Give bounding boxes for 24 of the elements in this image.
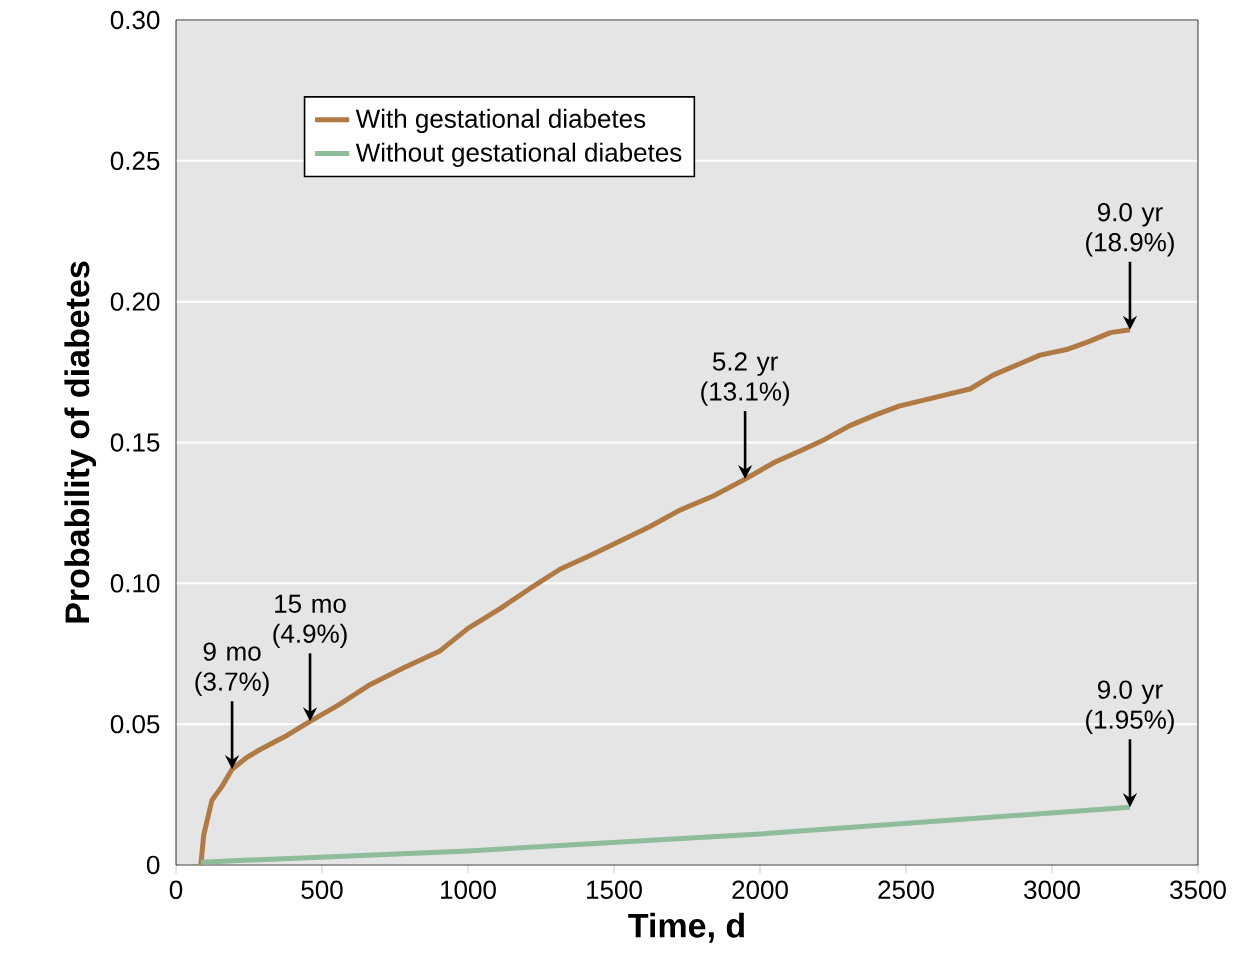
x-tick-label: 1500	[587, 880, 642, 899]
y-tick-label: 0.20	[110, 292, 160, 311]
x-axis-title: Time, d	[628, 912, 744, 943]
y-tick-label: 0.05	[110, 714, 160, 734]
y-tick-label: 0.30	[110, 10, 160, 30]
y-axis-title: Probability of diabetes	[64, 261, 97, 623]
x-tick-label: 1000	[441, 880, 496, 899]
legend-label: With gestational diabetes	[355, 108, 646, 134]
y-tick-label: 0	[146, 855, 160, 875]
legend-label: Without gestational diabetes	[355, 142, 682, 167]
x-tick-label: 500	[301, 880, 343, 899]
x-tick-label: 3000	[1024, 880, 1080, 899]
x-tick-label: 2500	[878, 880, 934, 899]
x-tick-label: 0	[169, 880, 183, 899]
annotation: 9.0 yr (18.9%)	[1086, 202, 1174, 257]
x-tick-label: 2000	[732, 880, 788, 899]
x-tick-label: 3500	[1170, 880, 1226, 899]
annotation: 15 mo (4.9%)	[273, 594, 347, 649]
annotation: 9 mo (3.7%)	[195, 642, 269, 696]
annotation: 5.2 yr (13.1%)	[701, 352, 790, 406]
annotation: 9.0 yr (1.95%)	[1086, 680, 1174, 734]
y-tick-label: 0.15	[110, 433, 160, 452]
y-tick-label: 0.10	[110, 574, 160, 593]
y-tick-label: 0.25	[110, 151, 160, 171]
